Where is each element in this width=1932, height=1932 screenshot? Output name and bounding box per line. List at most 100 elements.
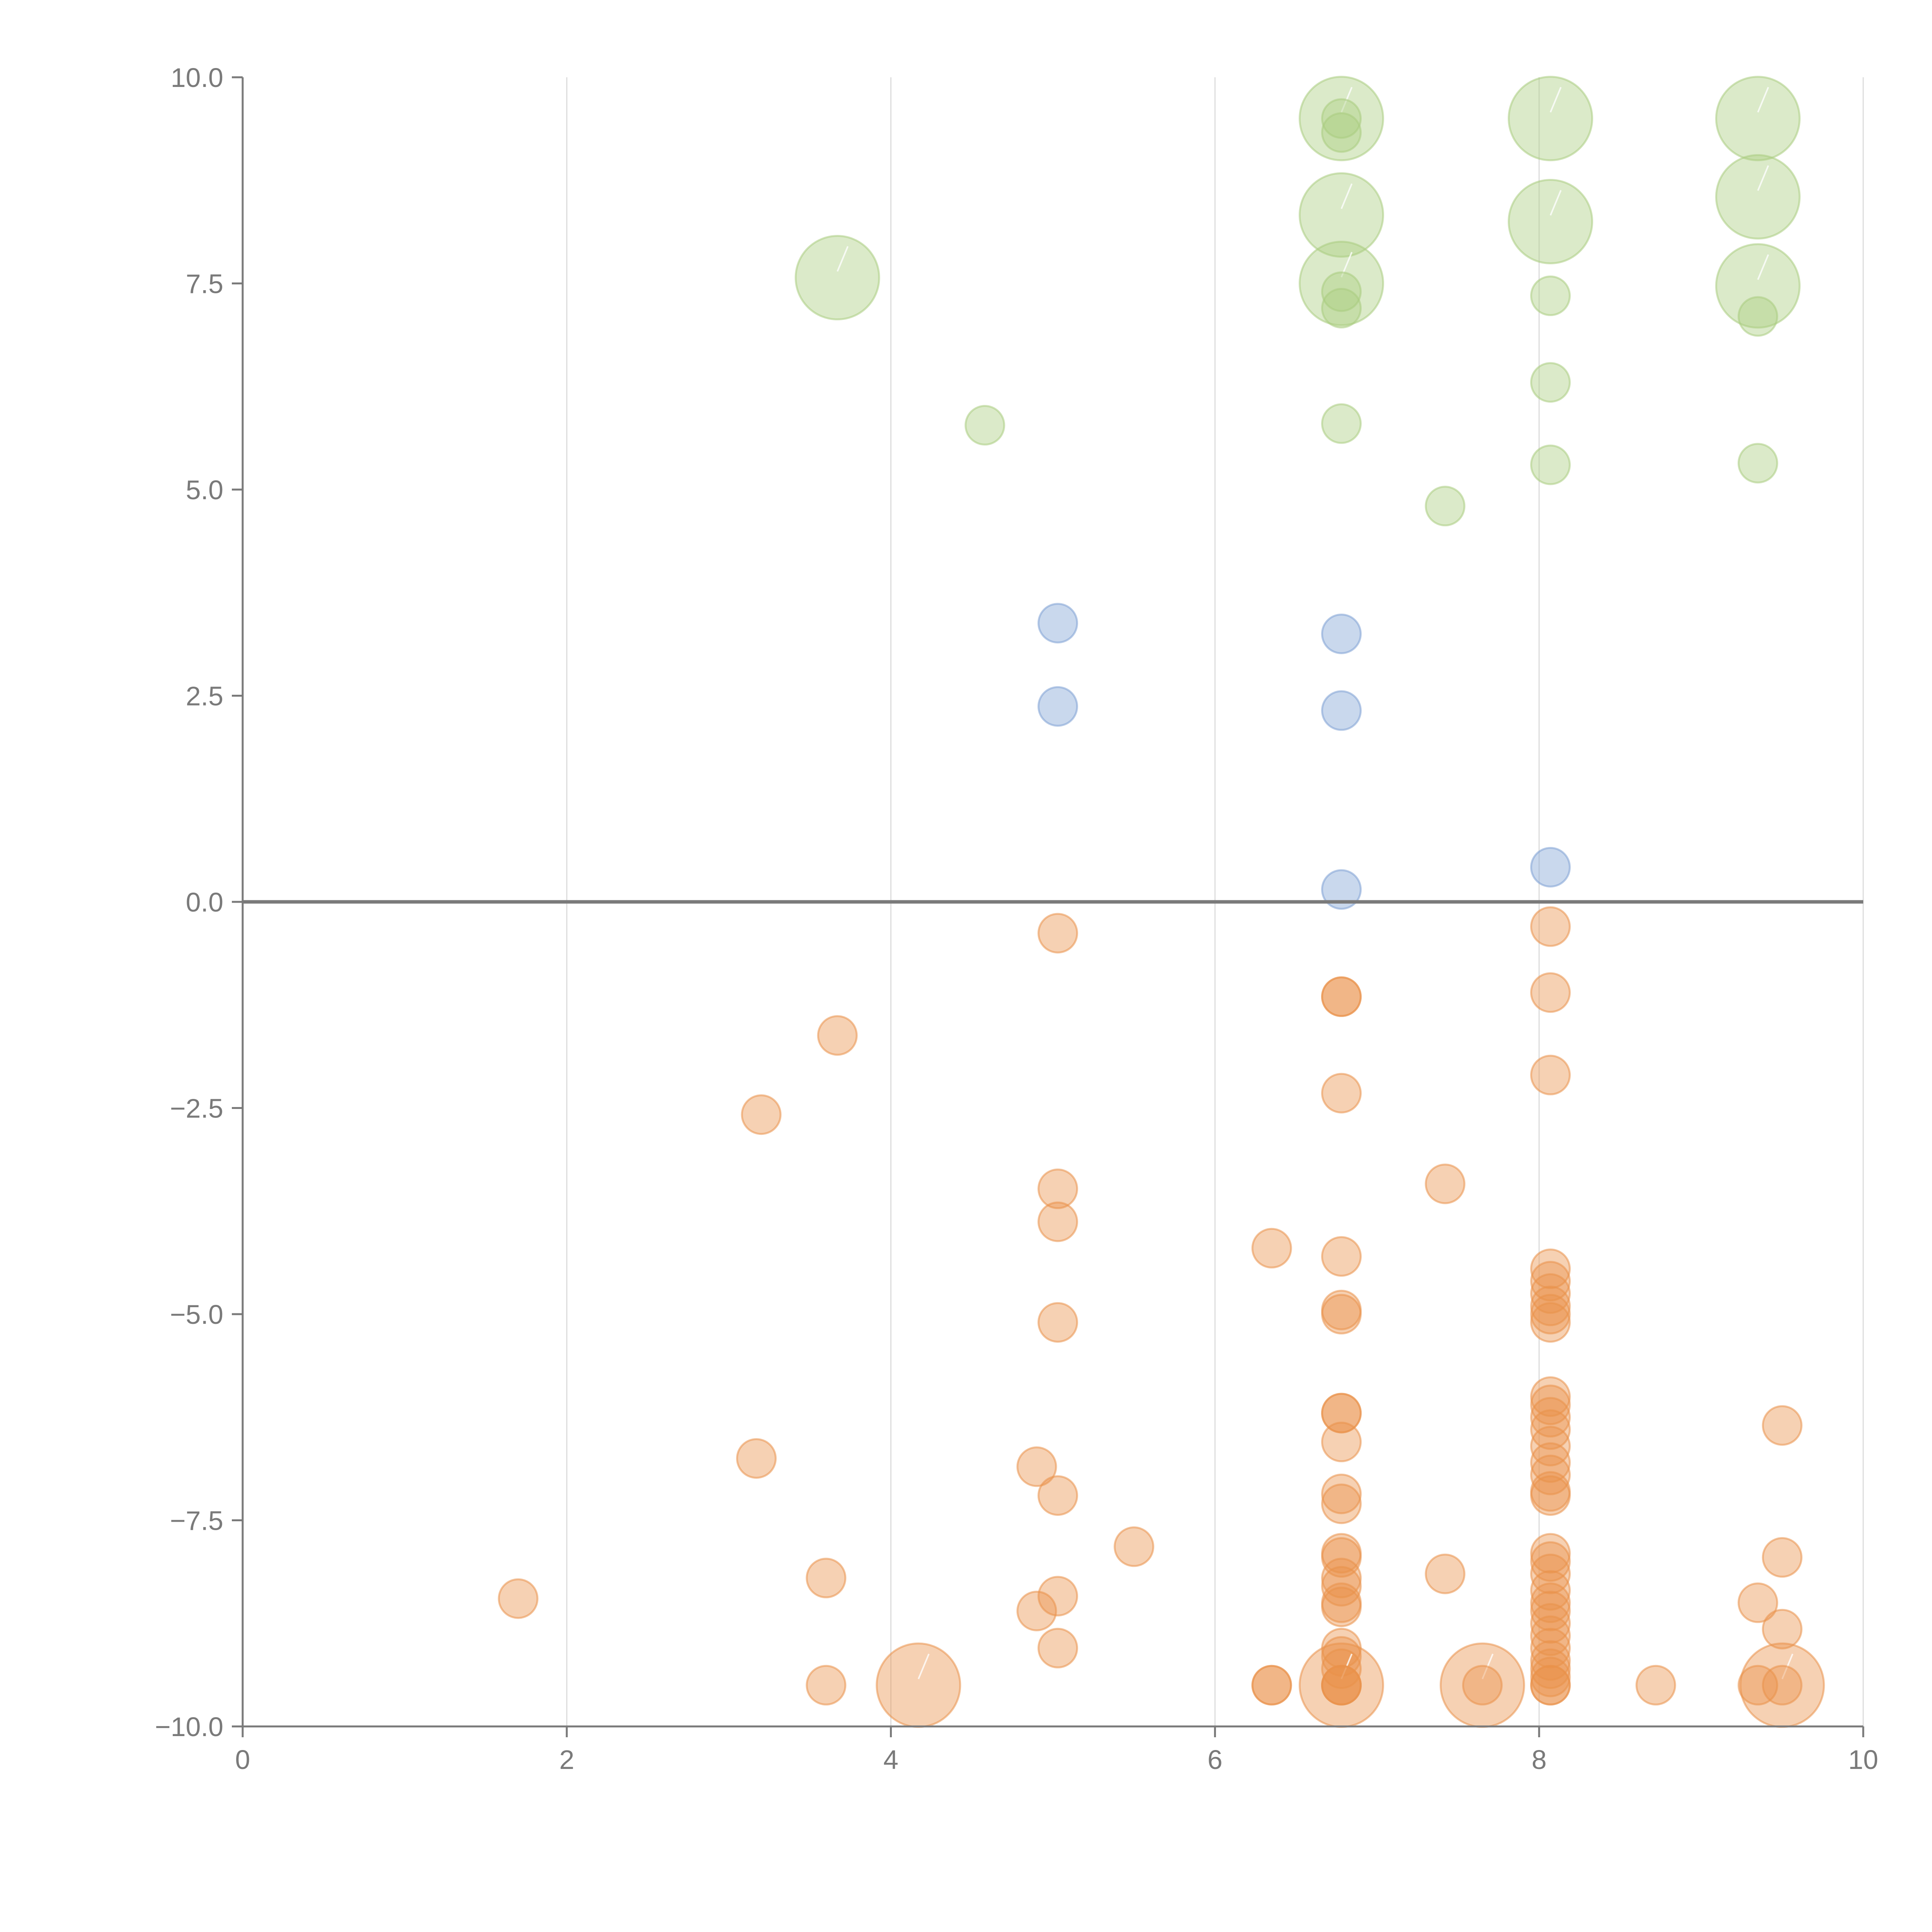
orange-data-point bbox=[1530, 1533, 1571, 1574]
orange-data-point bbox=[1321, 1537, 1362, 1578]
bubble-pointer-line bbox=[1757, 254, 1769, 280]
axes: 0 2 4 6 8 10 10.0 7.5 5.0 2.5 0.0 −2.5 −5.0 −7.5 −10.0 bbox=[155, 63, 1878, 1775]
green-data-point bbox=[1530, 444, 1571, 485]
x-tick-label: 6 bbox=[1208, 1745, 1223, 1775]
y-tick-label: −5.0 bbox=[170, 1299, 223, 1330]
y-tick-label: −2.5 bbox=[170, 1094, 223, 1124]
orange-data-point bbox=[1530, 1665, 1571, 1706]
bubble-pointer-line bbox=[918, 1653, 930, 1679]
y-tick-label: −7.5 bbox=[170, 1506, 223, 1536]
green-data-point bbox=[1737, 443, 1778, 484]
blue-data-point bbox=[1321, 613, 1362, 654]
blue-data-point bbox=[1037, 603, 1078, 644]
orange-data-point bbox=[1016, 1590, 1057, 1631]
green-data-point bbox=[964, 405, 1005, 446]
orange-data-point bbox=[1530, 1603, 1571, 1644]
y-tick-label: 7.5 bbox=[186, 269, 223, 299]
orange-data-point bbox=[1321, 1393, 1362, 1434]
green-data-point bbox=[1299, 241, 1384, 326]
bubble-pointer-line bbox=[1340, 183, 1353, 209]
blue-data-point bbox=[1530, 847, 1571, 888]
blue-data-point bbox=[1321, 869, 1362, 910]
y-tick-label: 10.0 bbox=[171, 63, 223, 93]
x-tick-label: 0 bbox=[235, 1745, 250, 1775]
green-data-point bbox=[1425, 486, 1466, 527]
y-tick-label: 2.5 bbox=[186, 681, 223, 711]
x-tick-label: 2 bbox=[559, 1745, 574, 1775]
orange-data-point bbox=[1321, 1566, 1362, 1607]
orange-data-point bbox=[1530, 1294, 1571, 1335]
green-data-point bbox=[1321, 403, 1362, 444]
y-tick-label: −10.0 bbox=[155, 1712, 223, 1742]
bubble-pointer-line bbox=[1757, 165, 1769, 191]
orange-data-point bbox=[1530, 1273, 1571, 1314]
green-data-point bbox=[1508, 179, 1594, 264]
orange-data-point bbox=[1737, 1665, 1778, 1706]
bubble-pointer-line bbox=[1549, 87, 1562, 113]
orange-data-point bbox=[1425, 1553, 1466, 1594]
orange-data-point bbox=[1321, 1073, 1362, 1114]
green-data-point bbox=[1715, 243, 1801, 329]
green-data-point bbox=[1530, 276, 1571, 316]
orange-data-point bbox=[1321, 1473, 1362, 1514]
orange-data-point bbox=[1530, 1248, 1571, 1289]
orange-data-point bbox=[1037, 1475, 1078, 1516]
green-data-point bbox=[794, 235, 880, 321]
orange-data-point bbox=[1530, 1409, 1571, 1450]
orange-data-point bbox=[1037, 1302, 1078, 1343]
orange-data-point bbox=[876, 1642, 961, 1728]
orange-data-point bbox=[1530, 906, 1571, 947]
orange-data-point bbox=[806, 1665, 847, 1706]
orange-data-point bbox=[1530, 1656, 1571, 1697]
orange-data-point bbox=[1321, 1636, 1362, 1677]
orange-data-point bbox=[1321, 1587, 1362, 1628]
orange-data-point bbox=[1530, 1261, 1571, 1302]
orange-data-point bbox=[1037, 1168, 1078, 1209]
orange-data-point bbox=[1530, 1628, 1571, 1668]
orange-data-point bbox=[1530, 1425, 1571, 1466]
x-tick-label: 4 bbox=[883, 1745, 898, 1775]
orange-data-point bbox=[1530, 1475, 1571, 1516]
orange-data-point bbox=[1530, 1553, 1571, 1594]
orange-data-point bbox=[1037, 1576, 1078, 1617]
green-data-point bbox=[1530, 362, 1571, 403]
orange-data-point bbox=[1321, 1236, 1362, 1277]
orange-data-point bbox=[1737, 1582, 1778, 1623]
bubble-pointer-line bbox=[1549, 190, 1562, 216]
x-tick-label: 10 bbox=[1848, 1745, 1878, 1775]
orange-data-point bbox=[1321, 1483, 1362, 1524]
orange-data-point bbox=[1530, 1054, 1571, 1095]
orange-data-point bbox=[1321, 976, 1362, 1017]
orange-data-point bbox=[1530, 1376, 1571, 1417]
orange-data-point bbox=[1462, 1665, 1503, 1706]
green-data-point bbox=[1508, 76, 1594, 162]
orange-data-point bbox=[1321, 1294, 1362, 1335]
orange-data-point bbox=[1530, 1442, 1571, 1483]
orange-data-point bbox=[1530, 1570, 1571, 1611]
orange-data-point bbox=[1530, 1590, 1571, 1631]
orange-data-point bbox=[1037, 1201, 1078, 1242]
orange-data-point bbox=[736, 1438, 777, 1479]
orange-data-point bbox=[1530, 1541, 1571, 1582]
green-data-point bbox=[1299, 172, 1384, 258]
green-data-point bbox=[1321, 112, 1362, 153]
orange-data-point bbox=[1530, 1286, 1571, 1327]
data-points bbox=[498, 76, 1825, 1728]
orange-data-point bbox=[1425, 1163, 1466, 1204]
orange-data-point bbox=[1762, 1665, 1803, 1706]
orange-data-point bbox=[1321, 1558, 1362, 1599]
orange-data-point bbox=[1530, 1615, 1571, 1656]
green-data-point bbox=[1321, 98, 1362, 139]
orange-data-point bbox=[1037, 913, 1078, 954]
bubble-pointer-line bbox=[837, 246, 849, 272]
orange-data-point bbox=[1251, 1228, 1292, 1269]
orange-data-point bbox=[1321, 1665, 1362, 1706]
x-tick-label: 8 bbox=[1532, 1745, 1547, 1775]
green-data-point bbox=[1737, 296, 1778, 337]
orange-data-point bbox=[1321, 1648, 1362, 1689]
orange-data-point bbox=[1114, 1526, 1155, 1567]
orange-data-point bbox=[741, 1094, 782, 1135]
orange-data-point bbox=[1321, 1422, 1362, 1463]
